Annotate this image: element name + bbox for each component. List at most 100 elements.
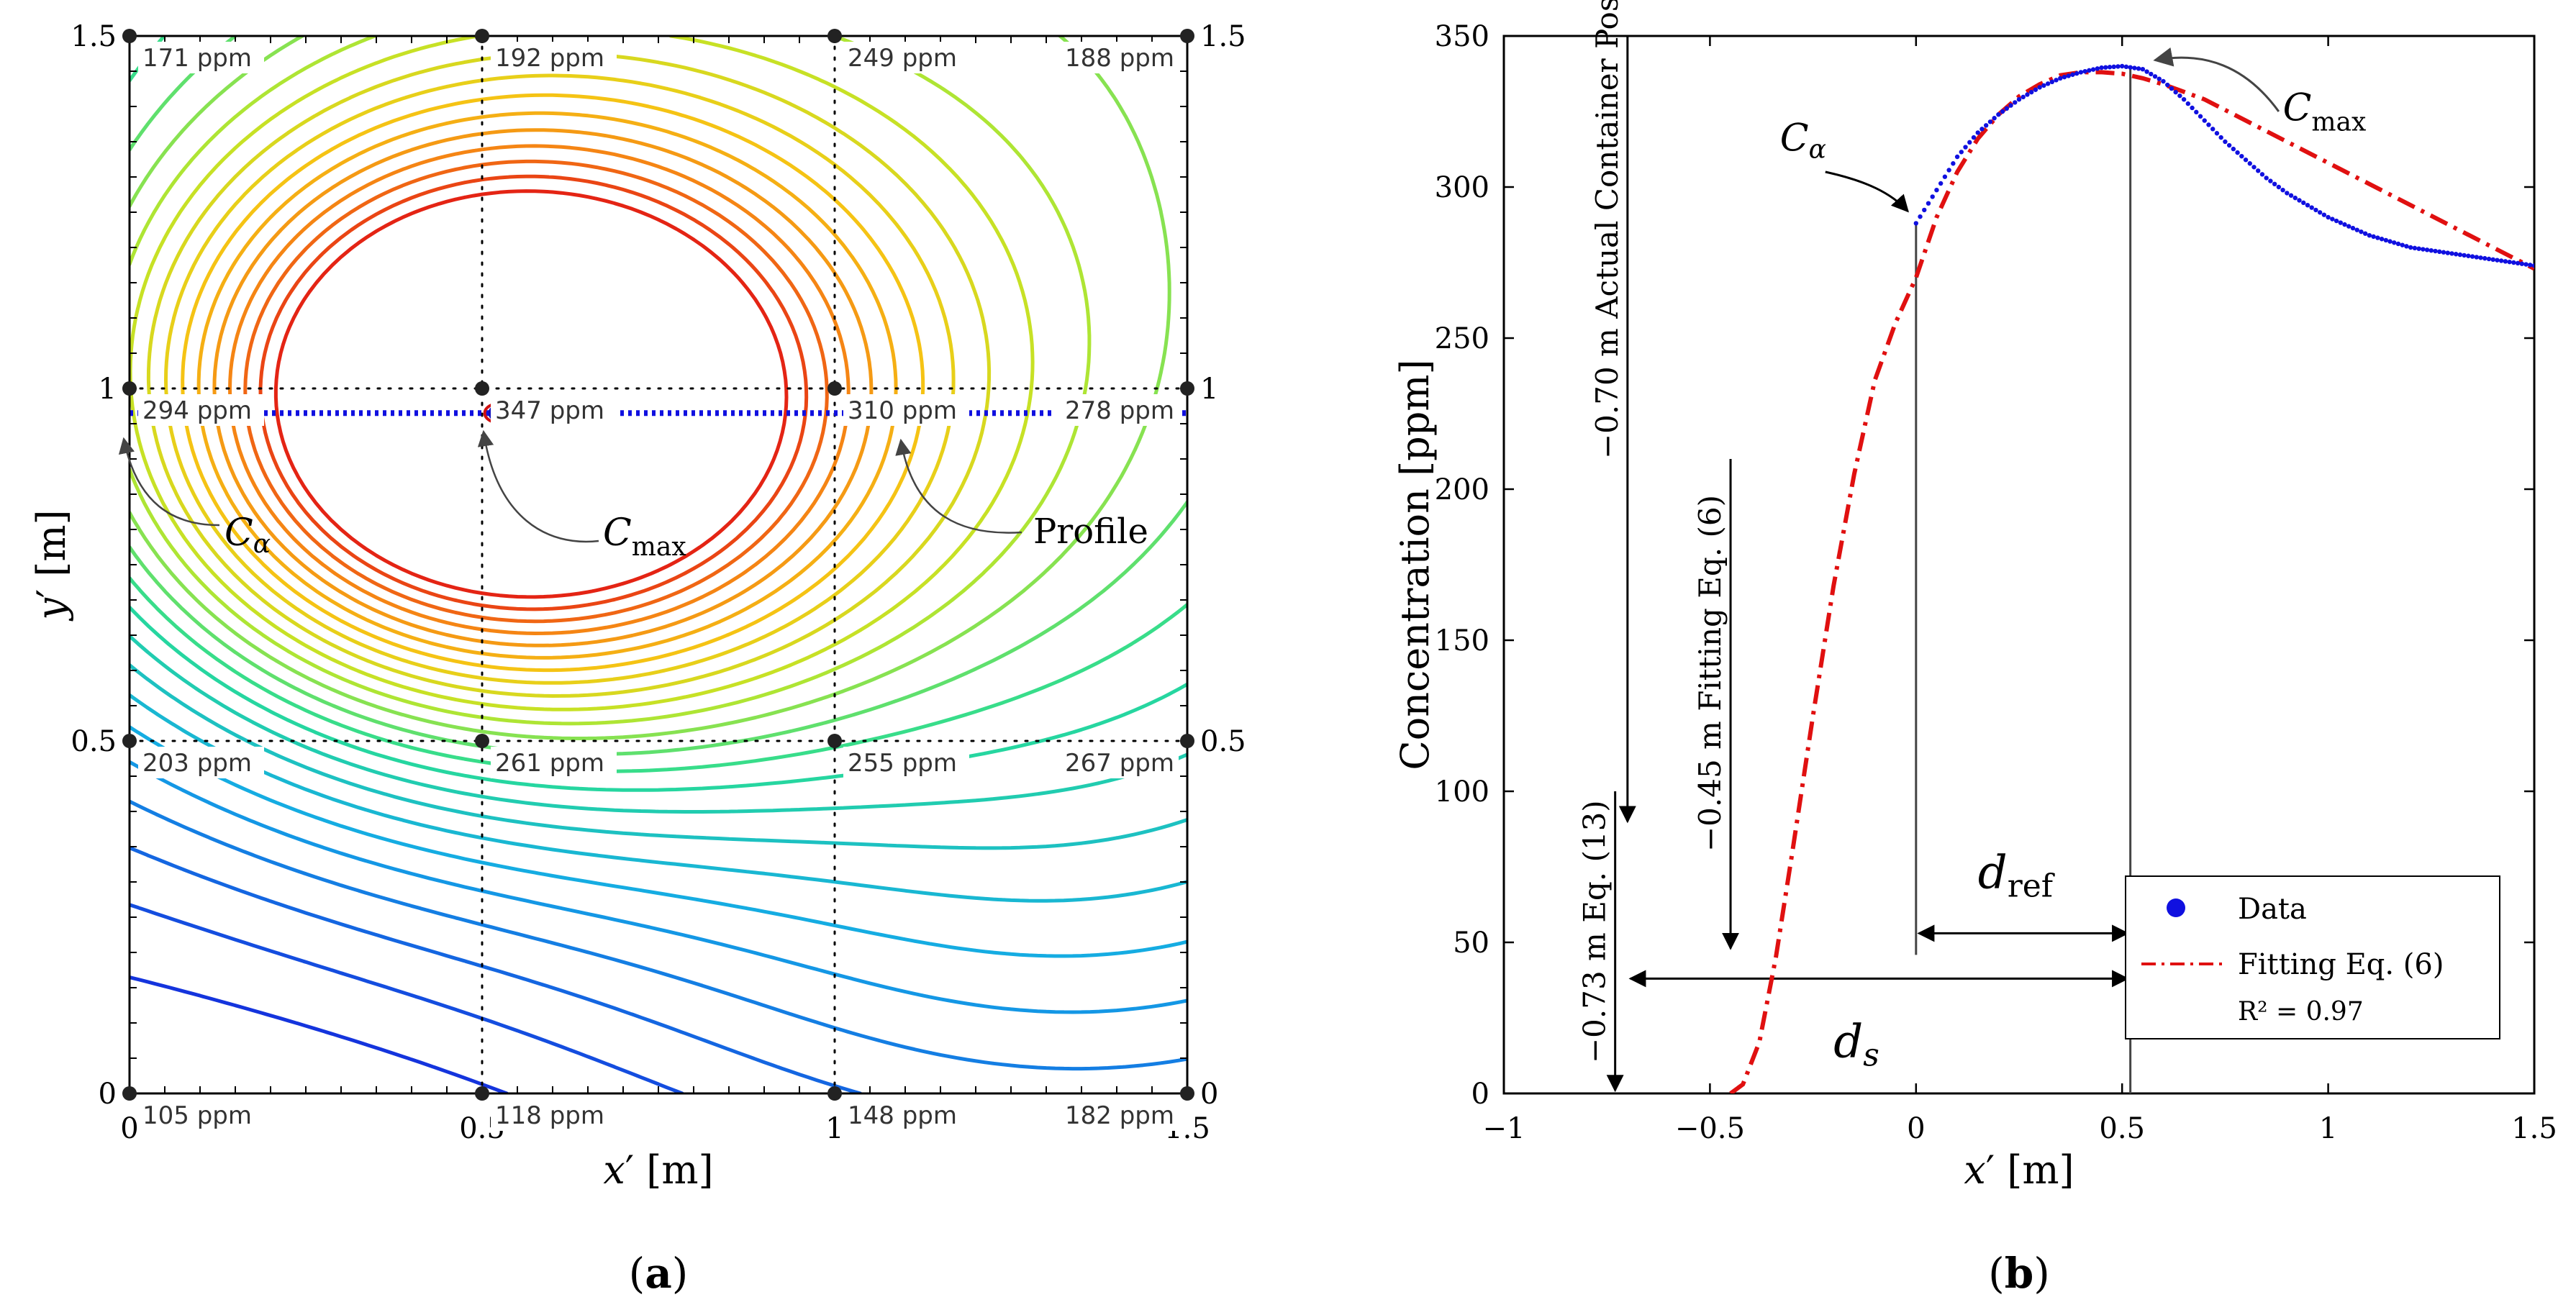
data-point (2288, 193, 2294, 198)
data-point (2120, 63, 2125, 69)
label-073-eq13: −0.73 m Eq. (13) (1577, 800, 1613, 1063)
ppm-label-bg (1053, 394, 1179, 426)
reference-lines (1606, 36, 2132, 1093)
data-point (2482, 255, 2487, 261)
ppm-label: 278 ppm (1065, 396, 1174, 425)
ppm-label-bg (1053, 1099, 1179, 1131)
data-point (2519, 261, 2525, 266)
ppm-label: 148 ppm (848, 1101, 957, 1130)
data-point (2412, 245, 2418, 251)
data-point (2103, 65, 2108, 70)
data-point (2362, 231, 2368, 236)
sensor-marker (827, 381, 842, 396)
c-alpha-arrow-b (1825, 170, 1909, 213)
data-point (2330, 217, 2335, 222)
data-point (2169, 86, 2174, 91)
contour-panel-a: 0 0.5 1 1.50 00.5 0.51 11.5 1.5 171 ppm 192 ppm 2… (29, 20, 1246, 1298)
panel-b-frame (1502, 35, 2536, 1095)
data-point (2074, 70, 2080, 76)
c-max-label-b: Cmax (2283, 87, 2367, 137)
sensor-marker (1180, 29, 1194, 43)
c-alpha-label-b: Cα (1780, 117, 1826, 165)
data-point (2218, 135, 2223, 140)
data-point (2198, 114, 2203, 119)
data-point (2313, 207, 2318, 213)
data-point (2416, 246, 2421, 251)
profile-label-a: Profile (1033, 511, 1148, 552)
panel-a-frame (128, 35, 1189, 1095)
data-point (2441, 250, 2446, 255)
data-point (2045, 81, 2051, 86)
data-point (2149, 71, 2154, 77)
data-point (2181, 97, 2187, 102)
data-point (1942, 174, 1948, 179)
data-point (1918, 214, 1923, 219)
data-point (2090, 67, 2096, 72)
contour-line-150 (130, 760, 1187, 1014)
data-point (2231, 146, 2236, 152)
data-point (2004, 106, 2010, 111)
sensor-marker (1180, 1086, 1194, 1101)
data-point (1971, 135, 1977, 140)
y-tick-label-a: 1 (99, 373, 117, 406)
data-point (2486, 256, 2492, 262)
ppm-label-bg (843, 394, 969, 426)
d-ref-label: dref (1978, 846, 2055, 904)
series-layer (1729, 63, 2534, 1093)
label-070-container: −0.70 m Actual Container Position (1589, 0, 1625, 459)
data-point (2268, 178, 2273, 183)
sensor-marker (475, 381, 489, 396)
ppm-label-bg (138, 747, 264, 778)
data-point (2214, 131, 2220, 136)
x-tick-label-b: −1 (1483, 1112, 1525, 1145)
data-point (2354, 227, 2359, 232)
x-tick-label-a: 0 (120, 1112, 138, 1145)
contour-line-330 (258, 174, 809, 611)
data-point (1913, 221, 1918, 226)
data-point (2371, 234, 2376, 240)
sensor-marker (1180, 734, 1194, 748)
ppm-label: 118 ppm (495, 1101, 604, 1130)
contour-line-230 (130, 36, 1171, 740)
contour-line-300 (212, 128, 874, 647)
data-point (2507, 259, 2512, 265)
data-point (1959, 150, 1964, 155)
data-point (2235, 150, 2240, 155)
contour-line-170 (130, 693, 1187, 903)
data-point (2285, 191, 2290, 196)
data-point (2383, 237, 2388, 243)
y-tick-label-a: 0.5 (71, 725, 117, 758)
data-point (2013, 100, 2018, 105)
data-point (2495, 258, 2500, 263)
ppm-label: 105 ppm (142, 1101, 252, 1130)
ppm-label: 203 ppm (142, 749, 252, 778)
data-point (1963, 145, 1968, 150)
annotation-c-max-a: Cmax (477, 429, 686, 562)
ppm-label-bg (1053, 42, 1179, 73)
data-point (2041, 83, 2046, 88)
legend-data-label: Data (2238, 893, 2307, 926)
line-chart-panel-b: −1 −0.5 0 0.5 1 1.5 0 50 100 150 200 250 300 350 −0.7… (1392, 0, 2557, 1298)
data-point (2016, 97, 2022, 102)
y-tick-label-b: 200 (1435, 473, 1489, 506)
data-point (2165, 82, 2170, 88)
contour-line-180 (130, 663, 1187, 850)
y-tick-label-right-a: 0 (1200, 1078, 1218, 1111)
data-point (2226, 142, 2232, 148)
data-point (2276, 184, 2282, 190)
ppm-label-bg (843, 42, 969, 73)
ppm-label: 182 ppm (1065, 1101, 1174, 1130)
data-point (2453, 252, 2459, 257)
data-point (2466, 253, 2471, 258)
data-point (2387, 239, 2393, 244)
data-point (2523, 262, 2529, 267)
data-point (2132, 65, 2137, 70)
frame-b (1502, 35, 2536, 1095)
data-point (2531, 263, 2534, 268)
contour-lines (130, 36, 1187, 1093)
ppm-label-bg (138, 1099, 264, 1131)
y-tick-label-b: 50 (1453, 927, 1489, 960)
y-tick-label-a: 1.5 (71, 20, 117, 53)
x-tick-label-b: 1 (2319, 1112, 2337, 1145)
data-point (2144, 69, 2149, 74)
